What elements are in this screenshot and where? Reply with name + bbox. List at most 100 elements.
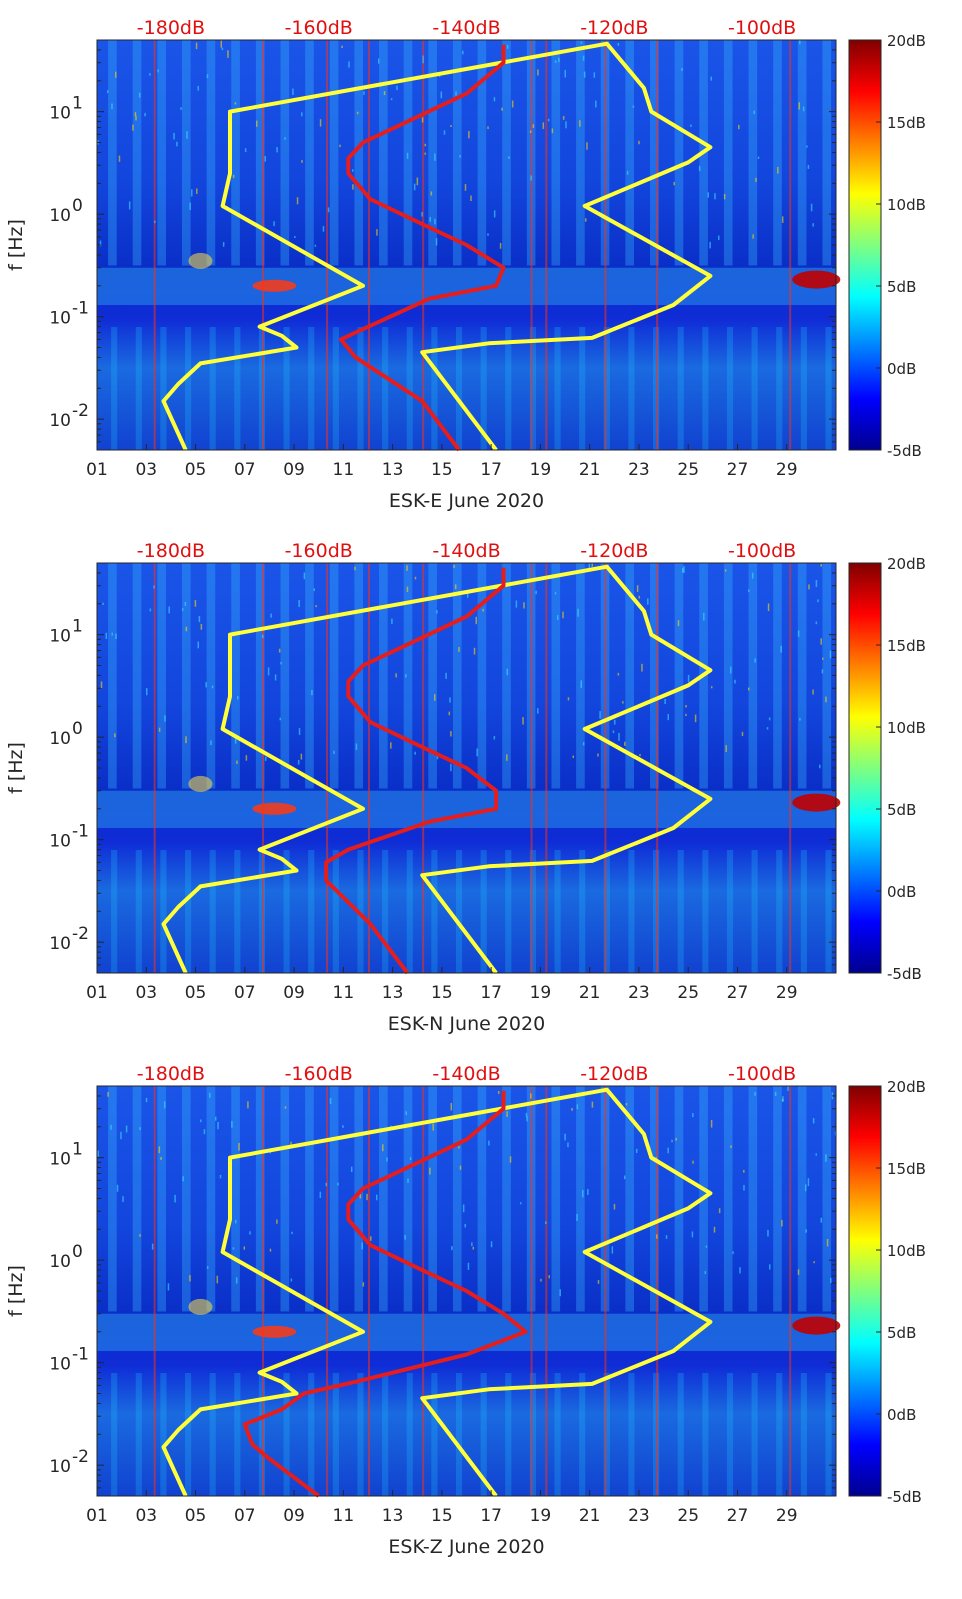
noise-speckle [626,171,629,175]
noise-streak [206,40,216,266]
noise-streak [305,40,314,266]
noise-streak [800,850,807,973]
noise-streak [379,40,388,266]
noise-speckle [554,60,557,63]
transient-spike [367,1086,370,1496]
noise-speckle [690,124,692,127]
noise-speckle [565,121,567,129]
noise-streak [529,327,537,450]
noise-streak [305,1086,314,1312]
noise-speckle [685,713,687,717]
noise-streak [576,40,585,266]
noise-speckle [487,126,489,130]
noise-speckle [434,218,436,225]
noise-speckle [685,704,687,708]
x-tick-label: 05 [185,983,207,1003]
noise-streak [234,850,241,973]
noise-streak [477,40,487,266]
noise-speckle [537,69,539,76]
noise-speckle [781,216,784,223]
microseism-band [97,1313,836,1351]
noise-streak [184,850,192,973]
noise-speckle [279,717,281,721]
energy-burst [792,793,841,812]
noise-speckle [186,131,188,139]
noise-streak [579,1373,586,1496]
noise-streak [329,563,339,789]
noise-speckle [577,608,579,617]
noise-streak [452,1086,462,1312]
low-noise-model-curve [161,564,713,975]
noise-speckle [416,177,419,186]
noise-speckle [694,714,697,723]
colorbar [848,562,882,974]
noise-speckle [812,689,814,695]
noise-speckle [144,112,146,117]
transient-spike [604,1086,607,1496]
noise-speckle [768,717,771,721]
noise-streak [625,1086,635,1312]
noise-streak [603,1373,610,1496]
noise-streak [726,850,734,973]
noise-speckle [235,1277,238,1284]
noise-speckle [120,1131,122,1140]
noise-speckle [315,605,317,608]
noise-speckle [754,658,756,663]
noise-speckle [812,223,814,227]
noise-speckle [599,711,601,719]
noise-speckle [105,632,108,639]
noise-speckle [333,750,335,754]
noise-speckle [806,145,808,148]
x-tick-label: 25 [677,460,699,480]
noise-streak [305,563,314,789]
noise-speckle [665,1235,668,1239]
colorbar-tick-label: 10dB [887,1242,926,1260]
noise-speckle [815,621,818,625]
noise-streak [529,850,537,973]
transient-spike [367,563,370,973]
noise-speckle [294,236,296,239]
noise-speckle [434,153,436,161]
noise-streak [135,1373,142,1496]
y-tick-exponent: -2 [72,924,89,944]
noise-speckle [562,115,565,120]
noise-streak [184,327,192,450]
noise-speckle [145,688,148,696]
noise-speckle [301,160,303,163]
noise-speckle [691,1231,694,1238]
noise-speckle [182,1176,184,1182]
noise-speckle [455,91,457,96]
noise-speckle [683,566,685,573]
colorbar-tick-label: 15dB [887,637,926,655]
noise-speckle [395,673,397,678]
noise-streak [825,327,832,450]
noise-speckle [339,144,341,148]
x-tick-label: 11 [333,1506,355,1526]
noise-speckle [168,606,170,614]
noise-streak [354,1086,364,1312]
noise-speckle [232,1247,235,1250]
db-axis-tick-label: -120dB [580,17,648,39]
noise-streak [209,850,216,973]
noise-speckle [743,1184,745,1191]
noise-speckle [414,751,416,755]
noise-speckle [180,107,182,110]
colorbar-tick-label: 10dB [887,719,926,737]
noise-streak [674,40,684,266]
noise-streak [111,850,118,973]
noise-speckle [200,623,203,630]
noise-speckle [797,1269,800,1275]
y-tick-exponent: -1 [72,1345,89,1365]
noise-speckle [815,1153,818,1156]
noise-streak [628,850,635,973]
db-axis-tick-label: -120dB [580,1063,648,1085]
noise-streak [108,563,117,789]
noise-streak [477,1086,487,1312]
noise-speckle [677,620,680,627]
noise-streak [773,40,782,266]
noise-streak [403,563,413,789]
noise-speckle [472,1246,475,1250]
noise-streak [234,327,241,450]
energy-burst [252,802,297,815]
noise-speckle [440,91,443,99]
